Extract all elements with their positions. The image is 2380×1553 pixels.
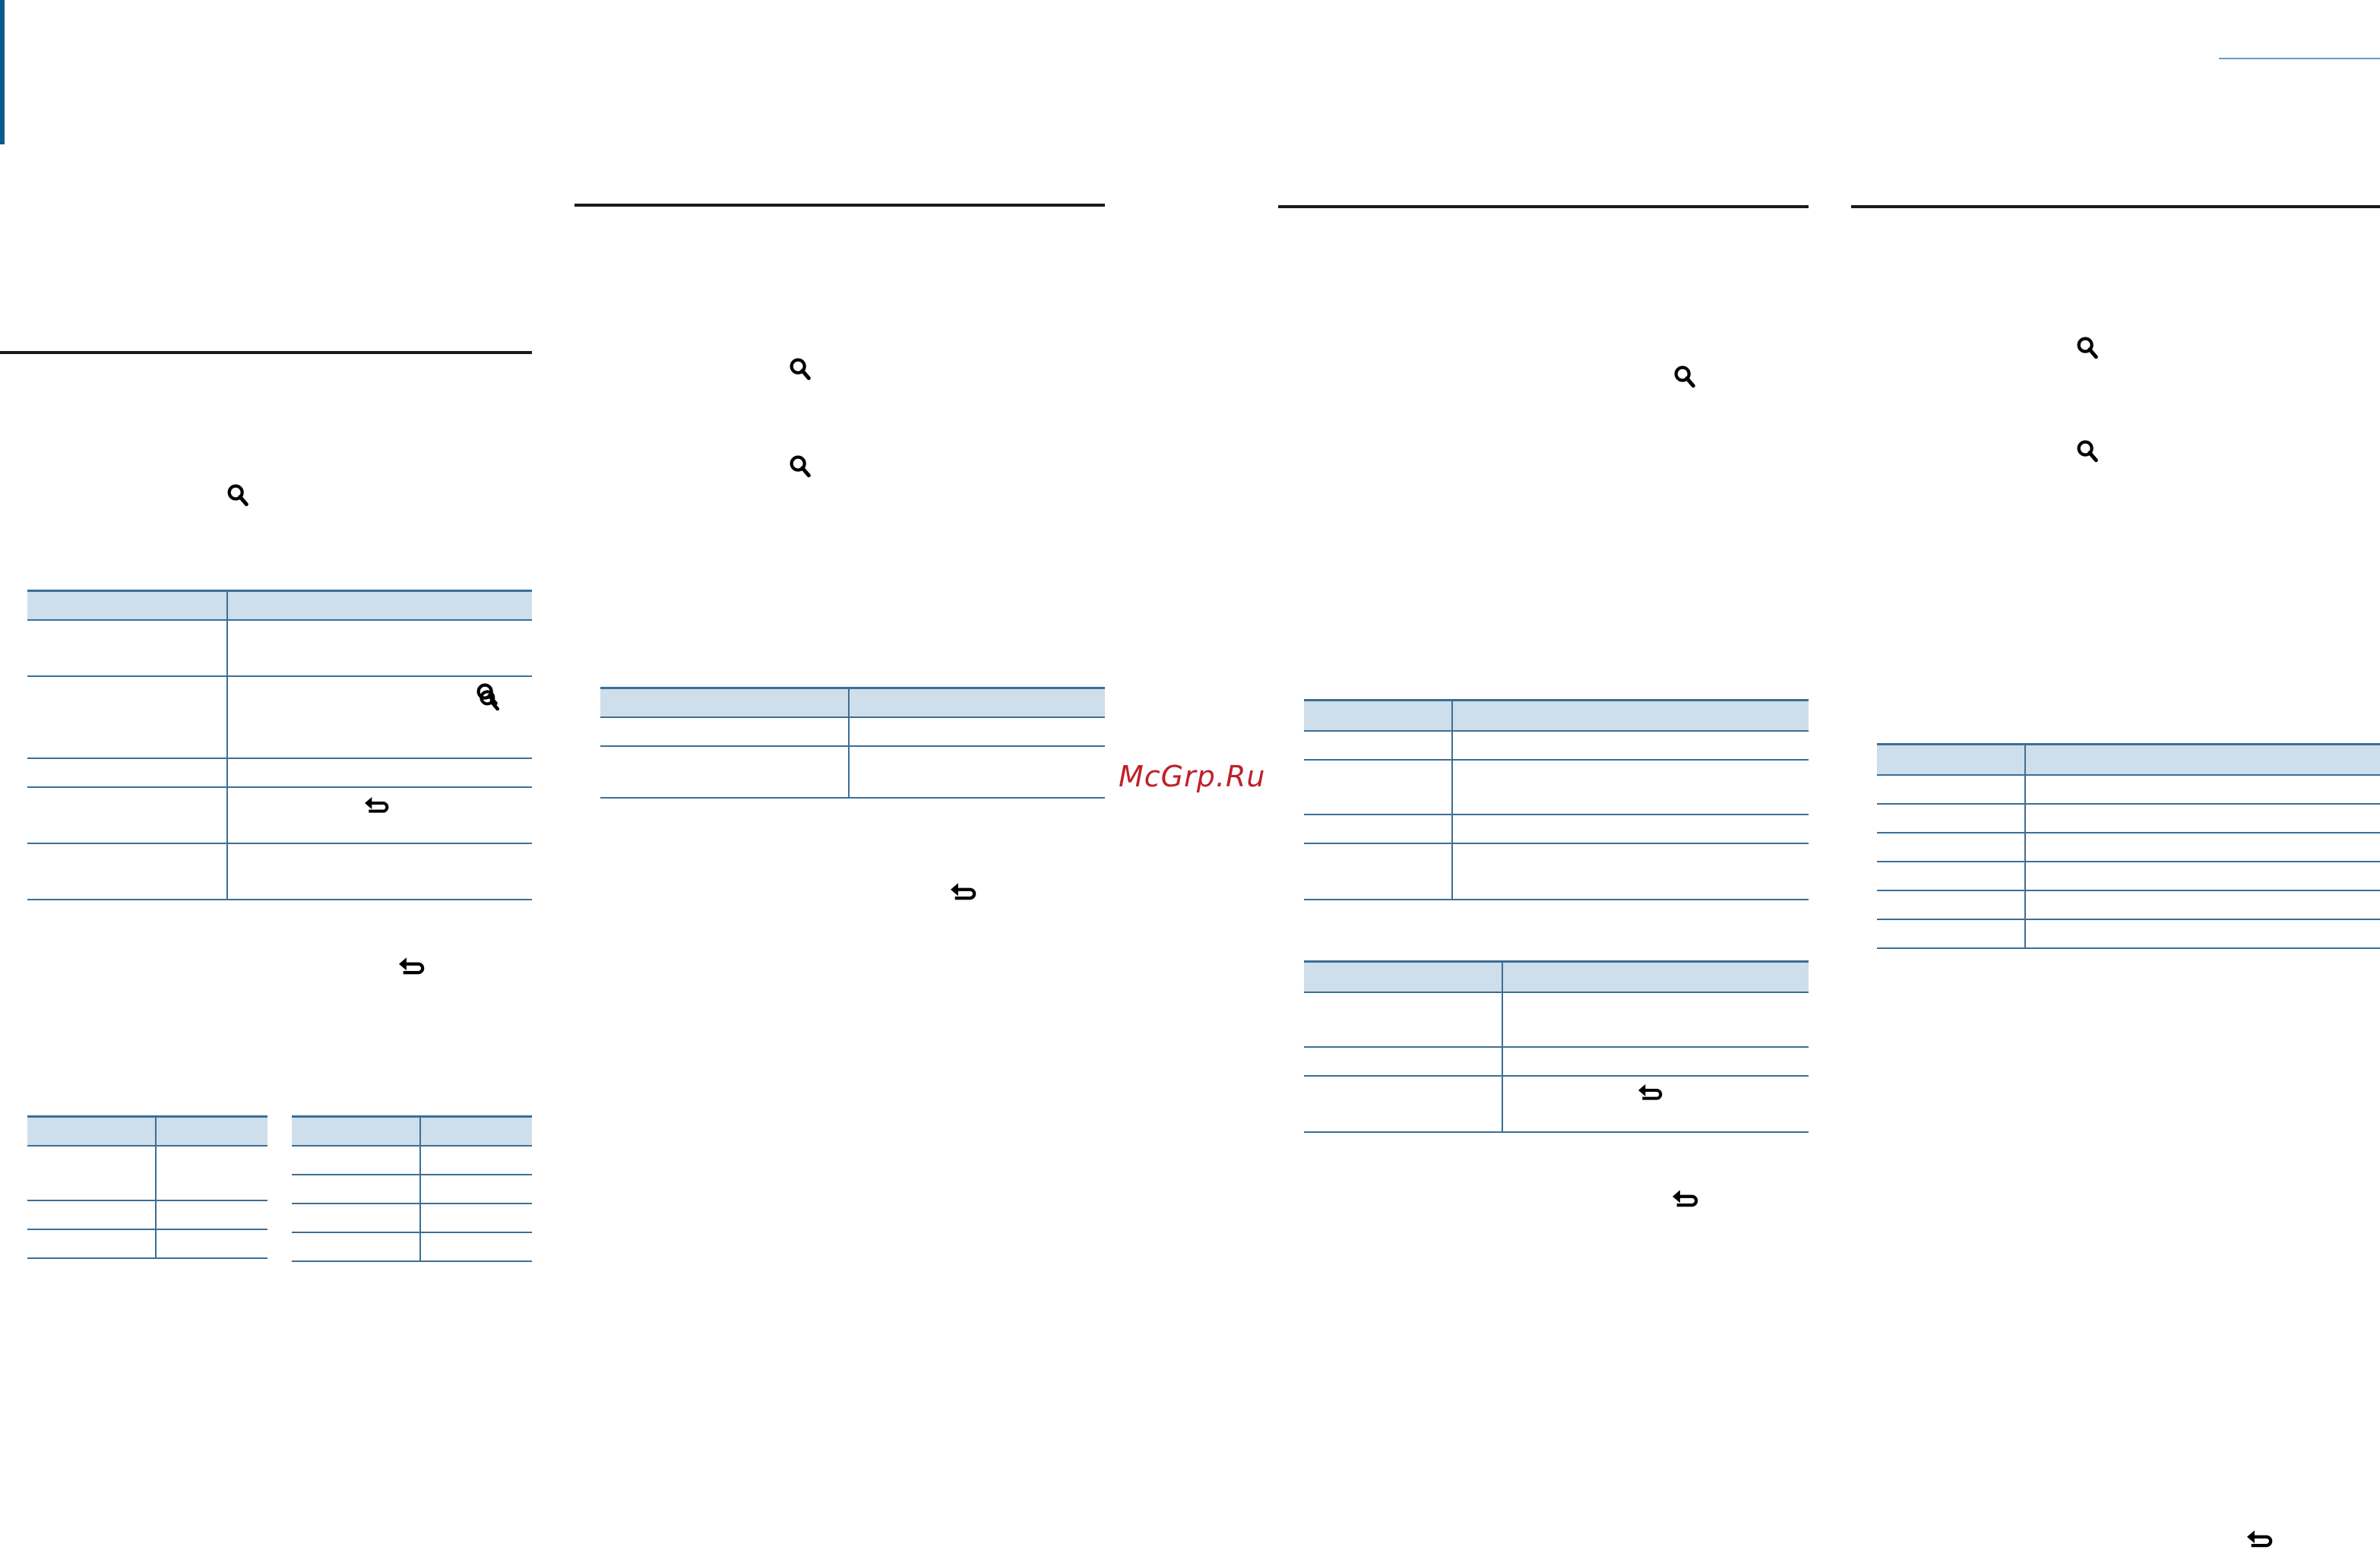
col4-section-rule [1851,205,2380,208]
search-icon [2077,440,2098,463]
return-icon [399,957,425,975]
section-accent-bar [0,0,5,144]
return-icon [1638,1083,1663,1100]
small-table-2 [292,1115,532,1262]
settings-table-5 [1877,743,2380,949]
return-icon [1673,1190,1698,1207]
search-icon [2077,337,2098,359]
settings-table-1 [27,590,532,900]
col1-section-rule [0,351,532,354]
col3-section-rule [1278,205,1809,208]
watermark-text: McGrp.Ru [1119,760,1266,793]
search-icon [227,484,248,507]
search-icon [790,358,811,381]
small-table-1 [27,1115,267,1259]
search-icon [1674,365,1695,388]
search-icon [790,455,811,478]
return-icon [365,796,389,813]
return-icon [951,883,976,900]
return-icon [2247,1530,2273,1548]
settings-table-3 [1304,699,1809,900]
header-rule [2219,58,2380,59]
settings-table-2 [600,687,1105,799]
settings-table-4 [1304,960,1809,1133]
col2-section-rule [574,204,1105,207]
search-icon [479,689,499,710]
